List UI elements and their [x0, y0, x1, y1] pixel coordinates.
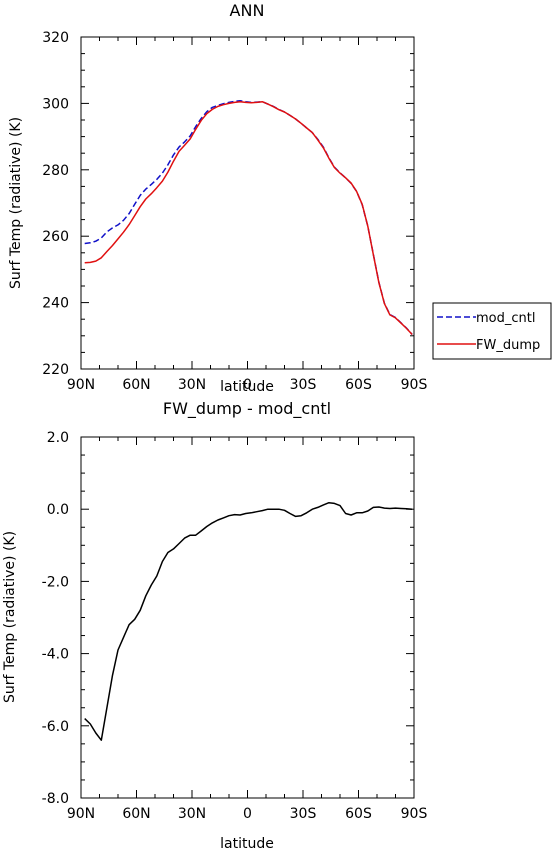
- bottom-x-tick-label: 60S: [345, 806, 372, 822]
- bottom-x-tick-label: 90S: [401, 806, 428, 822]
- bottom-chart-ylabel: Surf Temp (radiative) (K): [2, 531, 18, 703]
- bottom-y-tick-label: -2.0: [42, 574, 69, 590]
- top-series-line-fw-dump: [84, 100, 413, 336]
- bottom-x-tick-label: 60N: [122, 806, 150, 822]
- bottom-x-tick-label: 30N: [178, 806, 206, 822]
- bottom-y-tick-label: -8.0: [42, 791, 69, 807]
- top-x-tick-label: 60N: [122, 377, 150, 393]
- bottom-y-tick-label: 2.0: [47, 430, 69, 446]
- top-chart-frame: [80, 36, 415, 370]
- bottom-chart-xlabel: latitude: [220, 836, 274, 851]
- bottom-y-tick-label: 0.0: [47, 502, 69, 518]
- top-y-tick-label: 240: [42, 296, 69, 312]
- bottom-y-tick-label: -6.0: [42, 719, 69, 735]
- top-chart-ylabel: Surf Temp (radiative) (K): [8, 117, 24, 289]
- top-y-tick-label: 320: [42, 30, 69, 46]
- top-y-tick-label: 260: [42, 229, 69, 245]
- bottom-x-tick-label: 90N: [67, 806, 95, 822]
- bottom-chart-series: [84, 501, 413, 741]
- bottom-y-tick-label: -4.0: [42, 647, 69, 663]
- legend-box: [432, 302, 552, 360]
- top-x-tick-label: 30N: [178, 377, 206, 393]
- top-chart-series: [84, 99, 413, 336]
- top-x-tick-label: 90S: [401, 377, 428, 393]
- bottom-x-tick-label: 30S: [290, 806, 317, 822]
- legend-label-mod-cntl: mod_cntl: [476, 311, 535, 326]
- bottom-x-tick-label: 0: [243, 806, 252, 822]
- top-x-tick-label: 90N: [67, 377, 95, 393]
- top-chart-xlabel: latitude: [220, 379, 274, 395]
- top-chart-title: ANN: [230, 1, 265, 20]
- bottom-chart-title: FW_dump - mod_cntl: [163, 399, 331, 419]
- top-x-tick-label: 60S: [345, 377, 372, 393]
- top-y-tick-label: 220: [42, 362, 69, 378]
- bottom-chart-frame: [80, 436, 415, 799]
- top-x-tick-label: 30S: [290, 377, 317, 393]
- top-chart-ticks: 90N 60N 30N 0 30S 60S 90S 220 240 260 280 300 320: [42, 30, 427, 393]
- top-y-tick-label: 280: [42, 163, 69, 179]
- bottom-series-line-difference: [84, 501, 413, 741]
- bottom-chart: FW_dump - mod_cntl 90N 60N 30N 0 30S 60S 90S 2.…: [2, 399, 427, 851]
- top-chart: ANN 90N 60N 30N 0 30S 60S 90S 220 240 260 280 300 32…: [8, 1, 552, 395]
- legend-label-fw-dump: FW_dump: [476, 338, 540, 353]
- top-x-tick-label: 0: [243, 377, 252, 393]
- top-chart-legend: mod_cntl FW_dump: [432, 302, 552, 360]
- bottom-chart-ticks: 90N 60N 30N 0 30S 60S 90S 2.0 0.0 -2.0 -4.0 -6.0 -8.…: [42, 430, 428, 822]
- top-y-tick-label: 300: [42, 96, 69, 112]
